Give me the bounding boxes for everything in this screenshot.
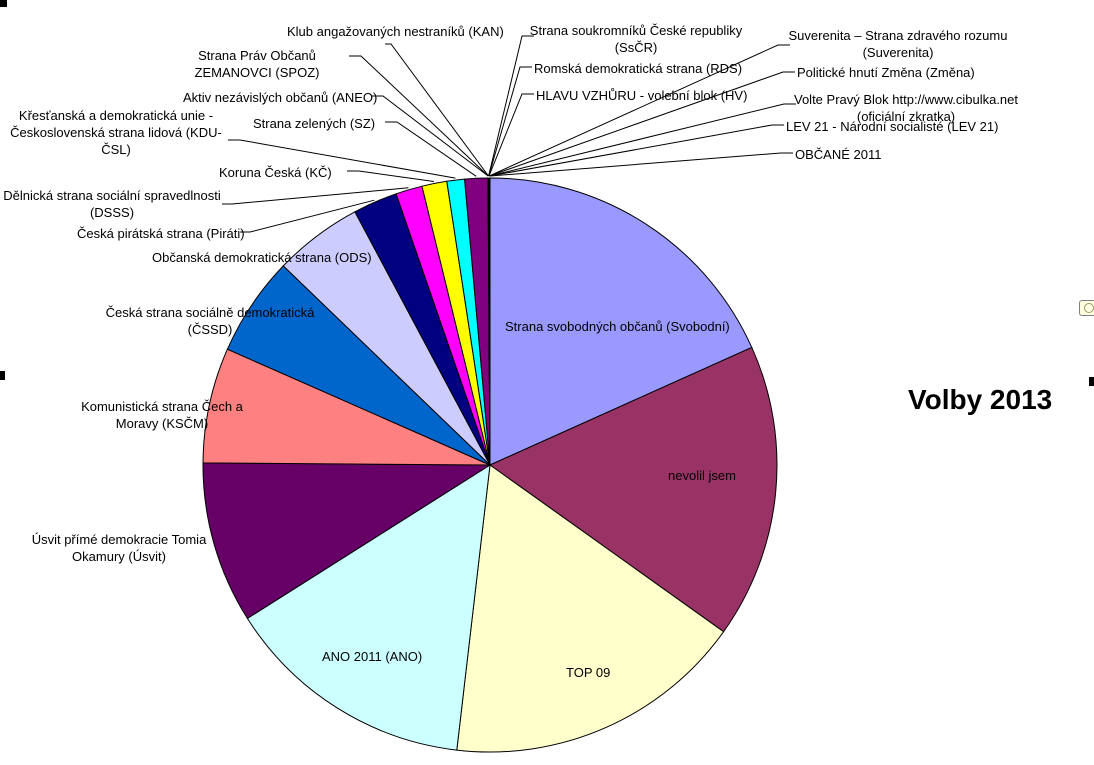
leader-line — [347, 170, 434, 182]
callout-label-hv: HLAVU VZHŮRU - volební blok (HV) — [536, 88, 748, 103]
slice-label-nevolil-jsem: nevolil jsem — [668, 468, 736, 483]
callout-label-usvit: Úsvit přímé demokracie Tomia Okamury (Ús… — [31, 532, 207, 564]
leader-line — [489, 152, 793, 177]
leader-line — [228, 139, 456, 179]
callout-label-sz: Strana zelených (SZ) — [253, 116, 376, 131]
callout-label-ods: Občanská demokratická strana (ODS) — [152, 250, 372, 265]
leader-line — [349, 55, 489, 177]
callout-label-kducsl: Křesťanská a demokratická unie - Českosl… — [10, 108, 222, 157]
slice-label-ano: ANO 2011 (ANO) — [322, 649, 423, 664]
pie-slice-2[interactable] — [456, 464, 725, 753]
leader-line — [489, 124, 784, 177]
pie-slice-3[interactable] — [246, 464, 491, 751]
callout-label-sscr: Strana soukromníků České republiky (SsČR… — [529, 23, 743, 55]
leader-line — [371, 95, 489, 177]
leader-line — [385, 121, 477, 177]
chart-title: Volby 2013 — [908, 384, 1053, 415]
cutoff-circle-icon — [1084, 303, 1094, 313]
selection-handle-middle-right[interactable] — [1089, 377, 1094, 386]
callout-label-rds: Romská demokratická strana (RDS) — [534, 61, 743, 76]
slice-label-svobodni: Strana svobodných občanů (Svobodní) — [505, 319, 730, 334]
slice-label-top09: TOP 09 — [566, 665, 611, 680]
selection-handle-top-left[interactable] — [0, 0, 7, 7]
leader-line — [385, 43, 489, 177]
callout-label-pravy-blok: Volte Pravý Blok http://www.cibulka.net … — [794, 92, 1018, 124]
leader-line — [488, 44, 790, 177]
selection-handle-middle-left[interactable] — [0, 371, 5, 380]
pie-slice-1[interactable] — [489, 346, 778, 633]
pie-slice-4[interactable] — [202, 462, 492, 620]
pie-slice-0[interactable] — [489, 177, 753, 466]
callout-label-kscm: Komunistická strana Čech a Moravy (KSČM) — [81, 399, 243, 431]
leader-line — [222, 187, 409, 205]
callout-label-pirati: Česká pirátská strana (Piráti) — [77, 226, 245, 241]
callout-label-lev21: LEV 21 - Národní socialisté (LEV 21) — [786, 119, 999, 134]
callout-label-zmena: Politické hnutí Změna (Změna) — [797, 65, 975, 80]
leader-line — [240, 199, 375, 233]
callout-label-cssd: Česká strana sociálně demokratická (ČSSD… — [105, 305, 315, 337]
callout-label-kc: Koruna Česká (KČ) — [219, 165, 332, 180]
callout-label-suverenita: Suverenita – Strana zdravého rozumu (Suv… — [788, 28, 1008, 60]
callout-label-kan: Klub angažovaných nestraníků (KAN) — [287, 24, 504, 39]
pie-slice-5[interactable] — [202, 348, 491, 466]
callout-label-aneo: Aktiv nezávislých občanů (ANEO) — [183, 90, 378, 105]
leader-line — [488, 66, 532, 177]
leader-line — [489, 71, 795, 177]
cutoff-ui-fragment[interactable] — [1079, 300, 1094, 316]
leader-line — [488, 93, 534, 177]
leader-line — [489, 103, 796, 177]
callout-label-spoz: Strana Práv Občanů ZEMANOVCI (SPOZ) — [194, 48, 320, 80]
callout-label-obcane2011: OBČANÉ 2011 — [795, 147, 882, 162]
leader-line — [488, 35, 534, 177]
callout-label-dsss: Dělnická strana sociální spravedlnosti (… — [3, 188, 221, 220]
